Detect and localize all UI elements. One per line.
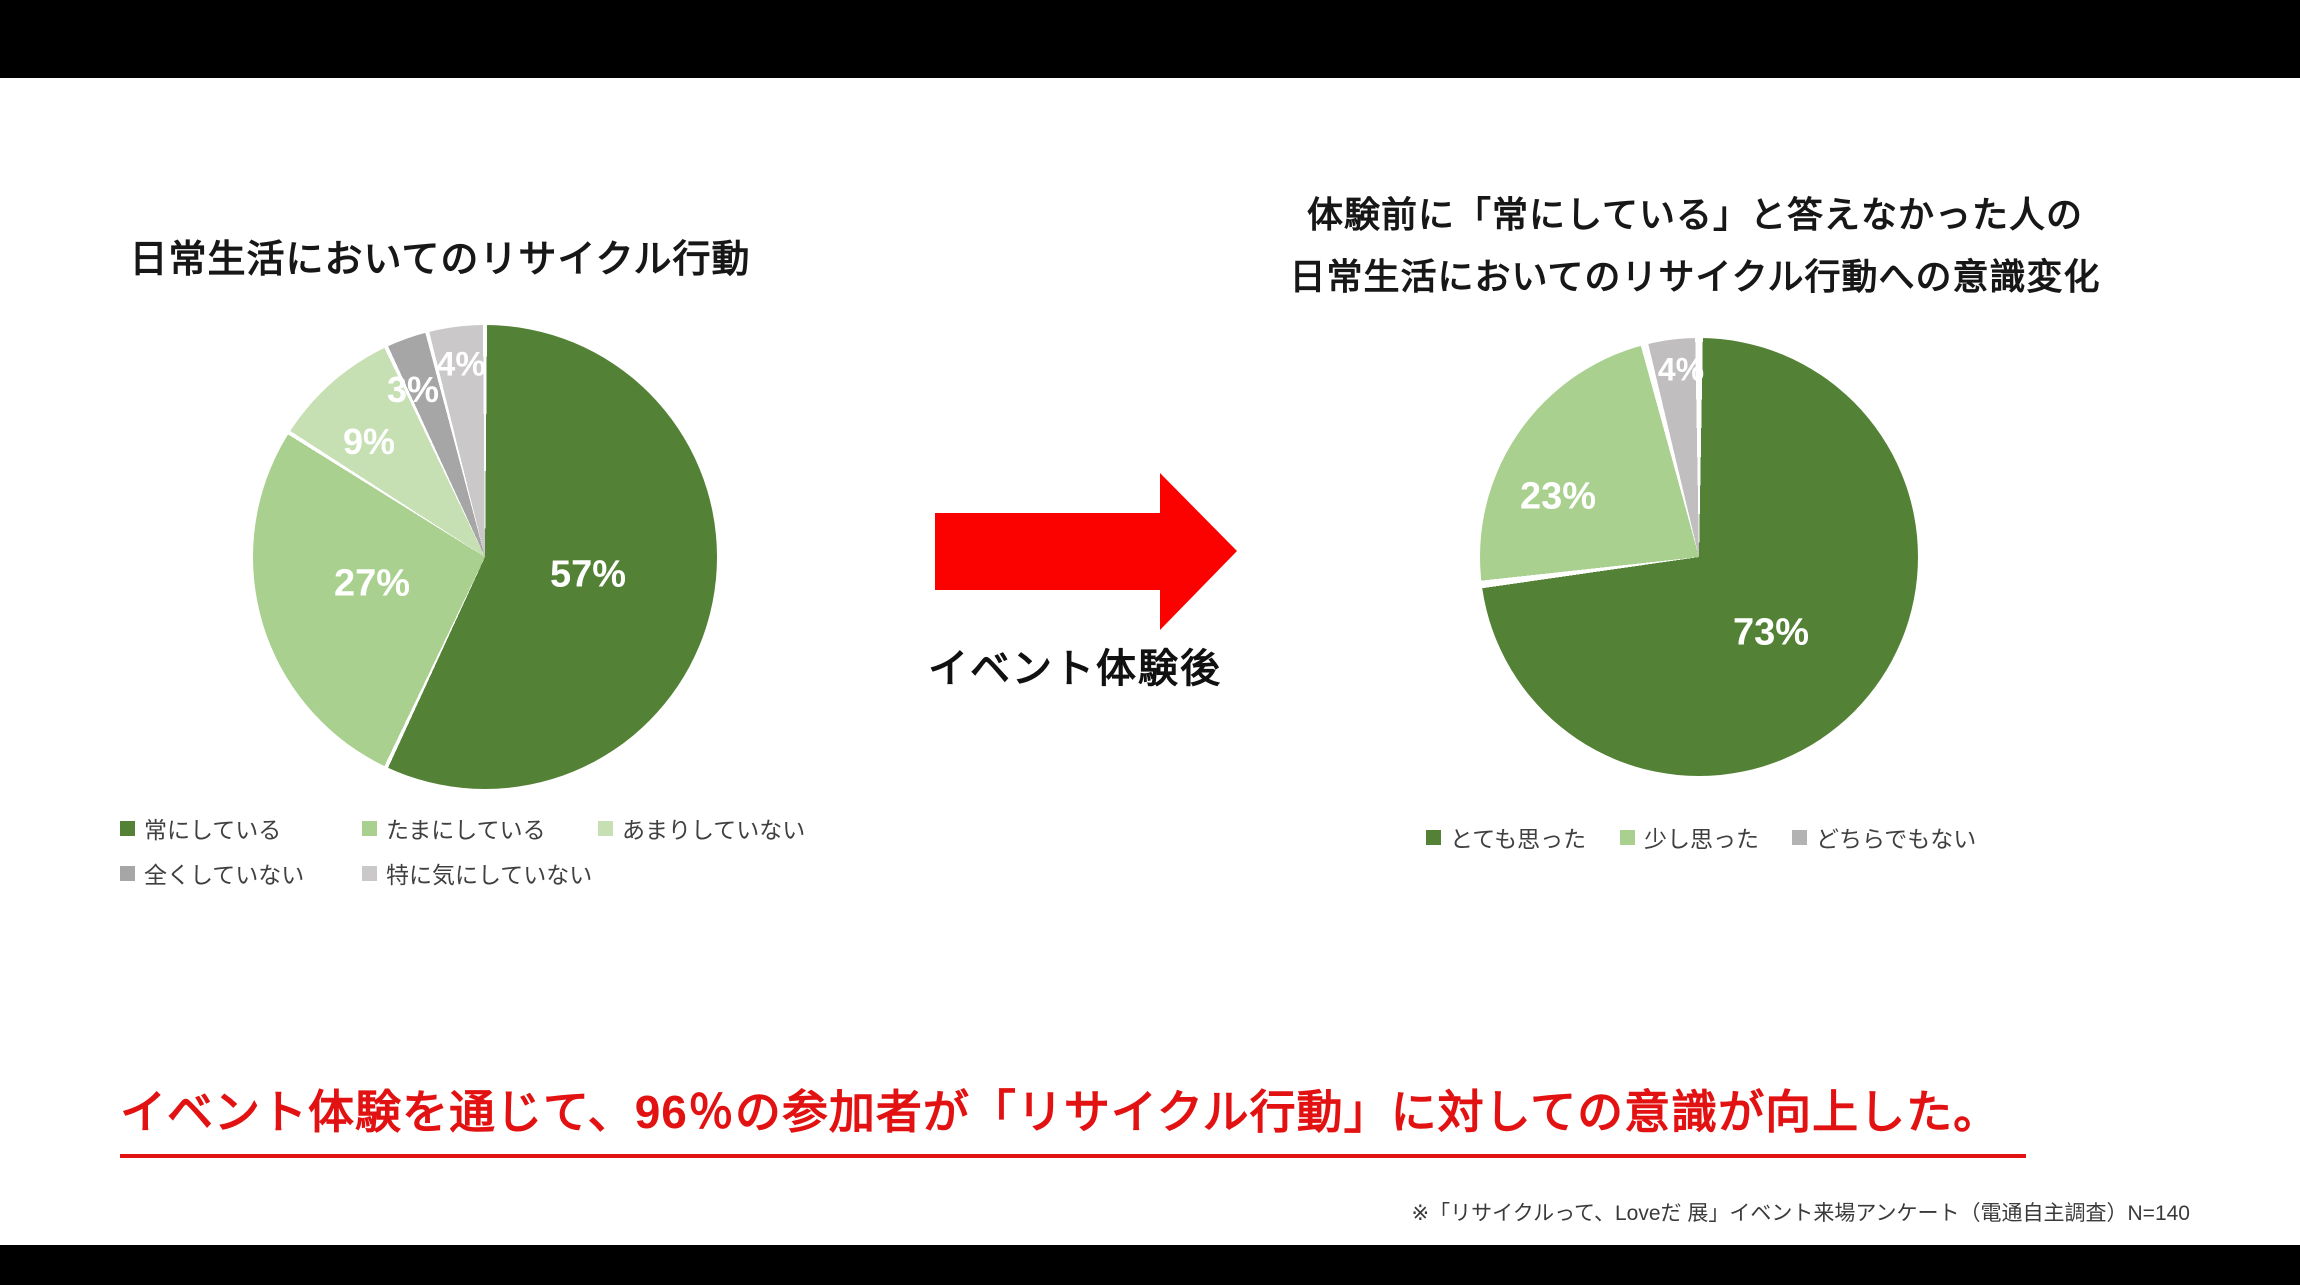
legend-item: 特に気にしていない: [362, 856, 592, 890]
headline-text: イベント体験を通じて、96％の参加者が「リサイクル行動」に対しての意識が向上した…: [120, 1076, 2027, 1158]
legend-swatch: [120, 865, 135, 881]
legend-swatch: [1426, 829, 1441, 845]
left-pie-chart: 57% 27% 9% 3% 4%: [253, 325, 717, 789]
right-arrow-icon: [935, 473, 1237, 630]
legend-item: とても思った: [1426, 820, 1586, 854]
legend-swatch: [598, 820, 613, 836]
legend-label: あまりしていない: [622, 817, 806, 843]
legend-label: とても思った: [1450, 826, 1587, 852]
pie-slice-label: 3%: [386, 369, 440, 410]
letterbox-top: [0, 0, 2300, 78]
pie-slice-label: 4%: [1657, 351, 1705, 388]
pie-slice-label: 23%: [1519, 475, 1597, 518]
transition-arrow: [935, 473, 1237, 630]
legend-swatch: [1792, 829, 1807, 845]
legend-label: 常にしている: [144, 817, 282, 843]
pie-slice-label: 73%: [1732, 611, 1810, 654]
pie-slice-label: 27%: [333, 562, 411, 605]
letterbox-bottom: [0, 1245, 2300, 1285]
legend-item: あまりしていない: [598, 811, 805, 845]
slide-content: 日常生活においてのリサイクル行動 57% 27% 9% 3% 4% 常にしている…: [0, 78, 2300, 1245]
right-chart-title-line2: 日常生活においてのリサイクル行動への意識変化: [1289, 256, 2101, 297]
pie-slice-label: 9%: [342, 421, 396, 462]
right-chart-title: 体験前に「常にしている」と答えなかった人の 日常生活においてのリサイクル行動への…: [1280, 184, 2110, 308]
legend-label: どちらでもない: [1816, 826, 1977, 852]
right-pie-chart: 73% 23% 4%: [1480, 338, 1918, 776]
legend-item: たまにしている: [362, 811, 546, 845]
right-chart-title-line1: 体験前に「常にしている」と答えなかった人の: [1307, 194, 2083, 235]
legend-item: 全くしていない: [120, 856, 304, 890]
pie-slice-label: 57%: [549, 553, 627, 596]
legend-item: 常にしている: [120, 811, 281, 845]
legend-label: 全くしていない: [144, 862, 305, 888]
legend-item: 少し思った: [1620, 820, 1759, 854]
footnote-text: ※「リサイクルって、Loveだ 展」イベント来場アンケート（電通自主調査）N=1…: [1411, 1202, 2190, 1225]
legend-item: どちらでもない: [1792, 820, 1976, 854]
left-chart-title: 日常生活においてのリサイクル行動: [129, 239, 751, 281]
legend-swatch: [362, 820, 377, 836]
legend-swatch: [120, 820, 135, 836]
legend-swatch: [362, 865, 377, 881]
pie-slice-label: 4%: [436, 345, 486, 384]
legend-label: 特に気にしていない: [386, 862, 593, 888]
legend-swatch: [1620, 829, 1635, 845]
legend-label: たまにしている: [386, 817, 546, 843]
right-arrow-shape: [935, 473, 1237, 630]
arrow-label: イベント体験後: [928, 647, 1222, 691]
legend-label: 少し思った: [1644, 826, 1759, 852]
